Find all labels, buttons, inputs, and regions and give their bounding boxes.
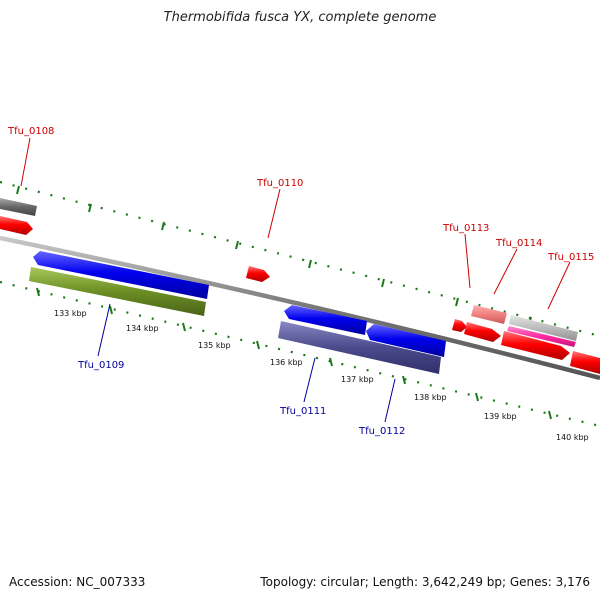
leader-tfu-0110 [267, 188, 281, 239]
outer-major-tick [16, 185, 20, 195]
leader-tfu-0108 [20, 137, 31, 187]
leader-tfu-0111 [303, 357, 316, 403]
gene-label-tfu-0113: Tfu_0113 [442, 223, 489, 234]
cog-tfu-0113-box[interactable] [471, 305, 507, 324]
scale-label: 134 kbp [126, 324, 159, 333]
cog-tfu-0109-box[interactable] [29, 267, 206, 316]
gene-tfu-0108-arrow[interactable] [0, 216, 33, 235]
scale-label: 140 kbp [556, 433, 589, 442]
gene-label-tfu-0112: Tfu_0112 [358, 426, 405, 437]
gene-tfu-0115-arrow[interactable] [501, 331, 570, 360]
genome-backbone [0, 235, 600, 381]
inner-major-tick [256, 340, 260, 350]
gene-tfu-0113-arrow[interactable] [452, 319, 467, 332]
gene-label-tfu-0110: Tfu_0110 [256, 178, 303, 189]
inner-ruler [0, 280, 600, 428]
outer-major-tick [88, 203, 92, 213]
inner-major-tick [36, 287, 40, 297]
gene-label-tfu-0111: Tfu_0111 [279, 406, 326, 417]
cog-tfu-0108-box[interactable] [0, 198, 37, 216]
gene-tfu-0110-arrow[interactable] [246, 266, 270, 282]
map-title: Thermobifida fusca YX, complete genome [163, 10, 437, 25]
inner-major-tick [402, 375, 406, 385]
accession-text: Accession: NC_007333 [9, 575, 146, 589]
scale-label: 138 kbp [414, 393, 447, 402]
scale-label: 137 kbp [341, 375, 374, 384]
inner-major-tick [329, 357, 333, 367]
leader-tfu-0113 [464, 233, 471, 289]
genome-stats-text: Topology: circular; Length: 3,642,249 bp… [260, 575, 590, 589]
outer-major-tick [161, 221, 165, 231]
leader-tfu-0115 [547, 261, 571, 310]
leader-tfu-0109 [97, 303, 111, 357]
inner-major-tick [109, 305, 113, 315]
cog-tfu-0115-box[interactable] [507, 326, 576, 347]
cog-tfu-0111-box[interactable] [278, 321, 441, 374]
gene-tfu-0111-arrow[interactable] [284, 305, 367, 335]
gene-next-arrow[interactable] [570, 351, 600, 374]
gene-label-tfu-0109: Tfu_0109 [77, 360, 124, 371]
scale-label: 135 kbp [198, 341, 231, 350]
inner-major-tick [548, 410, 552, 420]
gene-label-tfu-0115: Tfu_0115 [547, 252, 594, 263]
scale-label: 133 kbp [54, 309, 87, 318]
outer-major-tick [235, 240, 239, 250]
outer-ruler [0, 180, 600, 338]
gene-tfu-0112-arrow[interactable] [366, 324, 446, 357]
outer-major-tick [381, 278, 385, 288]
gene-tfu-0114-arrow[interactable] [464, 322, 501, 342]
gene-label-tfu-0108: Tfu_0108 [7, 126, 54, 137]
cog-tfu-0114-box[interactable] [509, 315, 578, 341]
inner-major-tick [475, 392, 479, 402]
gene-tfu-0109-arrow[interactable] [33, 251, 209, 299]
gene-label-tfu-0114: Tfu_0114 [495, 238, 542, 249]
leader-tfu-0112 [384, 378, 396, 423]
leader-tfu-0114 [493, 248, 518, 295]
scale-label: 136 kbp [270, 358, 303, 367]
scale-label: 139 kbp [484, 412, 517, 421]
outer-major-tick [308, 259, 312, 269]
outer-major-tick [455, 297, 459, 307]
inner-major-tick [182, 322, 186, 332]
